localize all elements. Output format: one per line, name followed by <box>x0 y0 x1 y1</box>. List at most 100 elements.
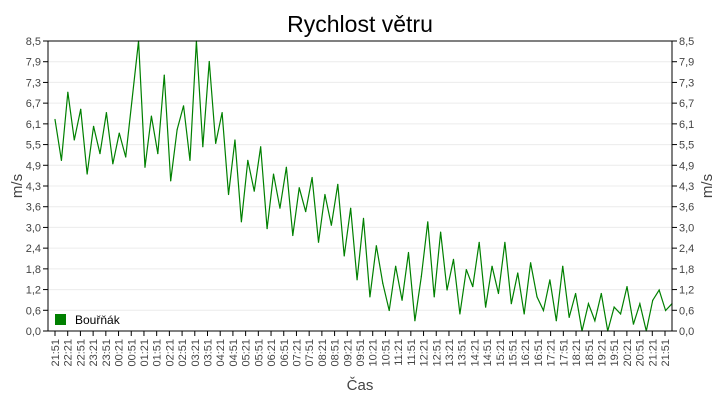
y-tick-label: 3,0 <box>26 222 41 234</box>
x-tick-label: 14:51 <box>482 339 494 367</box>
x-tick-label: 05:51 <box>253 339 265 367</box>
y-tick-label: 1,8 <box>679 264 694 276</box>
y-tick-label: 4,3 <box>679 181 694 193</box>
data-point <box>568 316 570 318</box>
data-point <box>311 176 313 179</box>
data-point <box>247 159 249 162</box>
data-point <box>562 265 564 267</box>
data-point <box>215 142 217 144</box>
x-tick-label: 17:51 <box>558 339 570 367</box>
data-point <box>440 231 442 233</box>
data-point <box>125 156 127 158</box>
data-point <box>658 289 660 291</box>
x-tick-label: 19:51 <box>609 339 621 367</box>
x-tick-label: 21:21 <box>647 339 659 367</box>
x-tick-label: 07:51 <box>304 339 316 367</box>
data-point <box>73 139 75 141</box>
y-tick-label: 0,6 <box>26 305 41 317</box>
x-tick-label: 08:21 <box>317 339 329 367</box>
data-point <box>253 190 255 192</box>
data-point <box>420 275 422 278</box>
y-tick-label: 7,9 <box>26 57 41 69</box>
data-point <box>350 207 352 209</box>
data-point <box>99 152 101 155</box>
data-point <box>626 286 628 288</box>
x-tick-label: 15:21 <box>495 339 507 367</box>
y-tick-label: 6,1 <box>26 119 41 131</box>
data-point <box>67 91 69 93</box>
data-point <box>86 173 88 175</box>
data-point <box>105 112 108 114</box>
data-point <box>523 313 525 315</box>
data-point <box>388 309 390 312</box>
legend-label: Bouřňák <box>75 313 121 327</box>
x-tick-label: 09:21 <box>342 339 354 367</box>
x-tick-label: 04:21 <box>215 339 227 367</box>
data-point <box>549 279 551 281</box>
data-point <box>234 139 236 141</box>
data-point <box>619 313 622 315</box>
data-point <box>208 60 210 63</box>
x-tick-label: 14:21 <box>469 339 481 367</box>
data-point <box>369 296 371 298</box>
legend-swatch <box>55 314 66 325</box>
data-point <box>182 105 185 107</box>
x-tick-label: 01:21 <box>139 339 151 367</box>
y-tick-label: 5,5 <box>679 140 694 152</box>
x-tick-label: 01:51 <box>152 339 164 367</box>
data-point <box>574 292 577 295</box>
y-tick-label: 1,8 <box>26 264 41 276</box>
data-point <box>530 262 532 264</box>
data-point <box>157 152 159 155</box>
y-axis-label-right: m/s <box>699 174 716 198</box>
data-point <box>472 286 474 288</box>
data-point <box>131 98 133 100</box>
data-point <box>144 166 146 168</box>
x-tick-label: 23:51 <box>101 339 113 367</box>
y-tick-label: 7,9 <box>679 57 694 69</box>
x-tick-label: 10:21 <box>368 339 380 367</box>
x-tick-label: 17:21 <box>546 339 558 367</box>
x-tick-label: 22:51 <box>75 339 87 367</box>
data-point <box>664 309 667 312</box>
data-point <box>330 224 332 226</box>
data-point <box>266 228 268 230</box>
data-point <box>150 115 153 117</box>
data-point <box>536 296 538 298</box>
y-tick-label: 0,0 <box>679 326 694 338</box>
data-point <box>227 193 230 196</box>
data-point <box>414 320 416 322</box>
x-tick-label: 11:21 <box>393 339 405 366</box>
data-point <box>485 306 487 308</box>
data-point <box>465 268 467 271</box>
x-tick-label: 22:21 <box>63 339 75 367</box>
y-tick-label: 1,2 <box>26 285 41 297</box>
x-tick-label: 06:21 <box>266 339 278 367</box>
data-point <box>401 299 403 301</box>
data-point <box>170 180 172 182</box>
grid <box>48 61 672 311</box>
y-tick-label: 5,5 <box>26 140 41 152</box>
data-point <box>587 303 590 305</box>
data-point <box>202 146 204 148</box>
x-tick-label: 02:21 <box>164 339 176 367</box>
x-tick-label: 20:21 <box>622 339 634 367</box>
x-tick-label: 12:21 <box>419 339 431 367</box>
x-axis: 21:51 22:21 22:51 23:21 23:51 00:21 00:51 01:21… <box>50 331 672 367</box>
y-tick-label: 7,3 <box>26 77 41 89</box>
data-point <box>542 309 545 312</box>
data-point <box>504 241 506 243</box>
x-tick-label: 12:51 <box>431 339 443 367</box>
data-point <box>382 282 384 284</box>
x-tick-label: 15:51 <box>508 339 520 367</box>
y-tick-label: 2,4 <box>679 243 694 255</box>
data-point <box>427 221 429 223</box>
data-point <box>395 265 397 267</box>
data-point <box>594 320 596 322</box>
x-tick-label: 20:51 <box>635 339 647 367</box>
x-tick-label: 05:21 <box>241 339 253 367</box>
data-point <box>517 272 519 274</box>
y-tick-label: 2,4 <box>26 243 41 255</box>
data-point <box>652 299 654 301</box>
x-tick-label: 16:51 <box>533 339 545 367</box>
